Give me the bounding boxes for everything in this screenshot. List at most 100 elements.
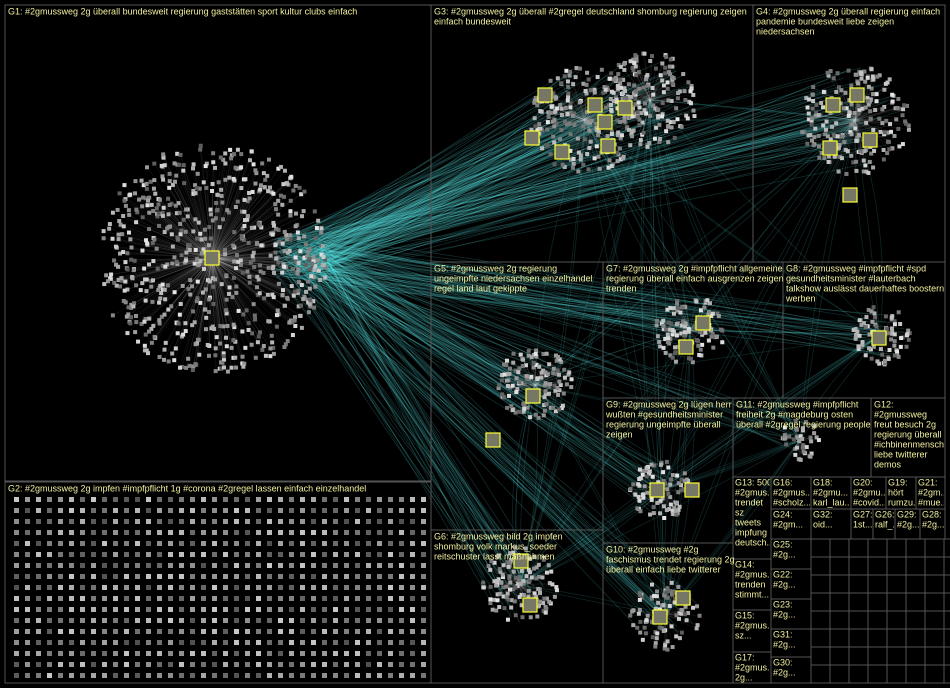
node [635, 506, 640, 511]
node [616, 130, 621, 135]
node [141, 183, 146, 188]
edge [293, 258, 528, 586]
node [495, 598, 500, 603]
node [267, 530, 272, 535]
node [267, 651, 272, 656]
node [146, 607, 151, 612]
node [223, 497, 228, 502]
node [531, 360, 536, 365]
edge [285, 265, 888, 316]
spoke [552, 119, 586, 122]
edge [659, 119, 856, 491]
node [304, 242, 309, 247]
node [671, 120, 676, 125]
edge [279, 251, 694, 338]
spoke [119, 193, 213, 259]
node [269, 333, 274, 338]
node [307, 247, 312, 252]
edge [281, 92, 826, 274]
node [185, 214, 190, 219]
spoke [584, 119, 600, 169]
node [223, 618, 228, 623]
spoke [661, 323, 691, 331]
node [889, 331, 894, 336]
node [296, 304, 301, 309]
node [883, 361, 888, 366]
node [168, 596, 173, 601]
edge [584, 119, 666, 616]
edge [284, 255, 659, 490]
node [588, 88, 593, 93]
node [675, 308, 680, 313]
spoke [197, 257, 213, 341]
node [58, 497, 63, 502]
edge [288, 267, 496, 610]
node [551, 371, 556, 376]
node [518, 352, 523, 357]
edge [286, 147, 832, 249]
node [256, 508, 261, 513]
node [668, 589, 673, 594]
node [513, 368, 518, 373]
edge [314, 264, 556, 373]
spoke [125, 257, 213, 282]
spoke [206, 187, 213, 259]
edge [308, 251, 649, 475]
edge [298, 276, 553, 391]
node [806, 117, 811, 122]
edge [314, 248, 653, 491]
spoke [211, 196, 285, 259]
node [289, 651, 294, 656]
node [300, 651, 305, 656]
node [203, 164, 208, 169]
node [856, 103, 861, 108]
edge [316, 240, 510, 606]
node [113, 629, 118, 634]
node [858, 71, 863, 76]
node [554, 121, 559, 126]
edge [315, 250, 661, 621]
node [905, 332, 910, 337]
node [276, 212, 281, 217]
node [714, 334, 719, 339]
node [157, 607, 162, 612]
edge [313, 96, 621, 266]
spoke [561, 83, 586, 121]
node [291, 293, 296, 298]
node [210, 189, 215, 194]
node [549, 104, 554, 109]
edge [283, 270, 502, 591]
node [505, 383, 510, 388]
node [36, 585, 41, 590]
node [663, 643, 668, 648]
node [225, 208, 230, 213]
node [572, 122, 577, 127]
edge [272, 254, 669, 615]
node [830, 124, 835, 129]
spoke [211, 257, 275, 354]
node [195, 279, 200, 284]
node [867, 332, 872, 337]
node [196, 220, 201, 225]
spoke [816, 112, 856, 121]
node [245, 199, 250, 204]
spoke [534, 374, 560, 386]
edge [320, 239, 783, 447]
node [124, 651, 129, 656]
node [267, 673, 272, 678]
node [288, 233, 293, 238]
node [536, 586, 541, 591]
node [660, 100, 665, 105]
node [636, 70, 641, 75]
edge [307, 263, 685, 330]
node [146, 552, 151, 557]
node [499, 580, 504, 585]
node [869, 356, 874, 361]
edge [291, 268, 697, 318]
node [157, 519, 162, 524]
node [190, 519, 195, 524]
node [512, 599, 517, 604]
node [906, 337, 911, 342]
node [142, 266, 147, 271]
node [810, 106, 815, 111]
